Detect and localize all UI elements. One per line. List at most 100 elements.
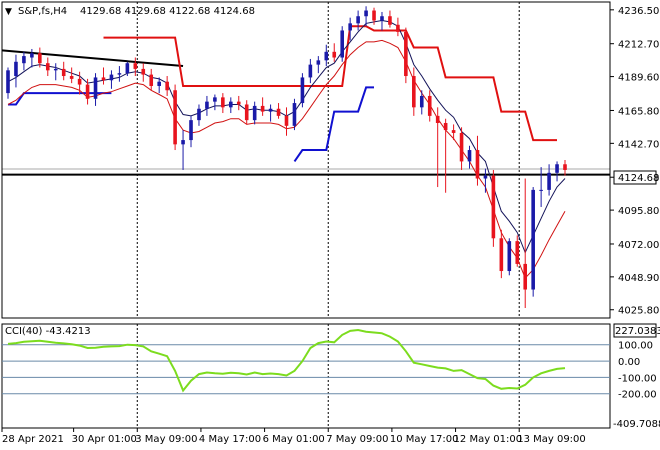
candle-body (523, 263, 528, 290)
candle-body (475, 150, 480, 179)
candle-body (356, 16, 360, 24)
candle-body (165, 81, 169, 91)
candle-body (268, 108, 273, 112)
cci-indicator-label: CCI(40) -43.4213 (5, 326, 91, 337)
candle-body (348, 23, 352, 31)
candle-body (30, 53, 34, 58)
x-tick-label: 7 May 09:00 (326, 434, 388, 445)
candle-body (412, 76, 416, 108)
y-tick-label: 4072.00 (618, 240, 659, 251)
candle-body (292, 103, 297, 126)
candle-body (45, 63, 50, 71)
candle-body (483, 175, 488, 179)
candle-body (300, 77, 305, 104)
candle-body (324, 51, 329, 61)
candle-body (38, 53, 42, 64)
candle-body (555, 164, 559, 173)
candle-body (531, 189, 535, 290)
candle-body (499, 238, 504, 272)
x-tick-label: 12 May 01:00 (454, 434, 523, 445)
y-tick-label: 4236.50 (618, 6, 659, 17)
candle-body (157, 81, 161, 86)
x-tick-label: 30 Apr 01:00 (72, 434, 137, 445)
cci-level-label: 0.00 (618, 357, 640, 368)
candle-body (308, 64, 313, 78)
candle-body (221, 97, 225, 108)
candle-body (213, 97, 217, 102)
candle-body (22, 56, 26, 64)
cci-level-label: 100.00 (618, 341, 653, 352)
x-tick-label: 10 May 17:00 (390, 434, 459, 445)
candle-body (396, 24, 400, 32)
candle-body (229, 101, 233, 108)
symbol-label: S&P,fs,H4 (18, 6, 67, 17)
candle-body (109, 74, 114, 81)
candle-body (427, 95, 432, 116)
current-price-label: 4124.68 (618, 173, 659, 184)
candle-body (101, 77, 106, 81)
lower-channel-line (293, 86, 374, 162)
candle-body (435, 115, 440, 123)
candle-body (69, 76, 74, 79)
candle-body (205, 101, 209, 109)
candle-body (491, 175, 496, 239)
x-tick-label: 3 May 09:00 (135, 434, 197, 445)
y-tick-label: 4048.90 (618, 273, 659, 284)
candle-body (260, 105, 265, 112)
candle-body (404, 31, 408, 77)
candle-body (467, 150, 472, 162)
candle-body (61, 68, 66, 77)
candles (6, 6, 567, 309)
current-price-box (613, 170, 657, 185)
candle-body (276, 108, 281, 116)
candle-body (181, 140, 185, 145)
collapse-triangle-icon[interactable]: ▼ (5, 7, 12, 17)
candle-body (252, 105, 257, 121)
candle-body (85, 84, 90, 99)
cci-top-box (613, 323, 657, 338)
candle-body (189, 120, 193, 141)
y-tick-label: 4165.80 (618, 106, 659, 117)
price-panel-frame (1, 1, 611, 319)
cci-level-label: -200.00 (618, 390, 657, 401)
y-tick-label: 4025.80 (618, 306, 659, 317)
x-tick-label: 28 Apr 2021 (2, 434, 64, 445)
x-tick-label: 4 May 17:00 (199, 434, 261, 445)
candle-body (507, 241, 512, 272)
cci-level-label: -100.00 (618, 373, 657, 384)
candle-body (133, 63, 138, 69)
cci-panel-frame (1, 323, 611, 429)
x-tick-label: 6 May 01:00 (263, 434, 325, 445)
x-tick-label: 13 May 09:00 (517, 434, 586, 445)
candle-body (372, 10, 376, 21)
candle-body (451, 130, 456, 133)
candle-body (380, 16, 384, 21)
candle-body (117, 73, 122, 75)
candle-body (539, 189, 543, 191)
y-tick-label: 4212.70 (618, 40, 659, 51)
candle-body (197, 108, 201, 121)
cci-top-label: 227.0383 (615, 326, 660, 337)
candle-body (388, 16, 392, 25)
y-tick-label: 4142.70 (618, 139, 659, 150)
cci-panel: 100.00 0.00 -100.00 -200.00 (2, 328, 657, 401)
cci-line (7, 328, 566, 393)
candle-body (125, 63, 130, 74)
ohlc-label: 4129.68 4129.68 4122.68 4124.68 (80, 6, 255, 17)
candle-body (419, 95, 424, 108)
candle-body (284, 115, 289, 126)
candle-body (173, 90, 177, 145)
candle-body (443, 122, 448, 131)
candle-body (563, 164, 567, 170)
candle-body (459, 132, 464, 162)
candle-body (93, 77, 98, 99)
y-tick-label: 4095.80 (618, 206, 659, 217)
candle-body (141, 68, 146, 75)
candle-body (53, 68, 58, 71)
candle-body (236, 101, 241, 105)
candle-body (6, 70, 10, 94)
candle-body (149, 74, 154, 86)
upper-channel-line (103, 25, 557, 142)
candle-body (340, 30, 344, 58)
